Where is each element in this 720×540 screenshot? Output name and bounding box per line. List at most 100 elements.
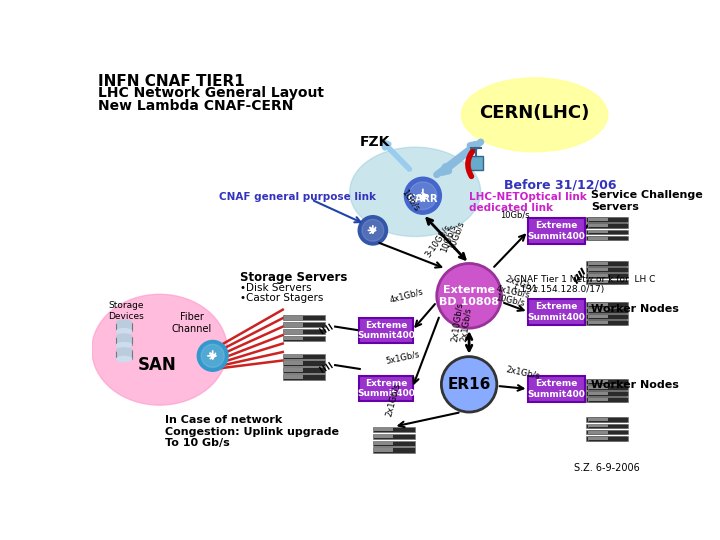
- Bar: [590, 418, 608, 421]
- Bar: [588, 218, 606, 221]
- Bar: [374, 434, 393, 438]
- Bar: [590, 437, 608, 440]
- Text: LHC Network General Layout: LHC Network General Layout: [98, 86, 324, 100]
- Bar: [586, 217, 626, 222]
- Bar: [586, 379, 626, 383]
- Bar: [283, 315, 325, 320]
- Bar: [586, 236, 626, 240]
- Bar: [373, 441, 415, 446]
- Bar: [590, 218, 608, 221]
- Bar: [588, 273, 629, 278]
- Bar: [586, 314, 626, 319]
- Bar: [588, 236, 629, 240]
- Text: 10Gb/s: 10Gb/s: [439, 222, 458, 253]
- Bar: [374, 428, 393, 431]
- Text: LHC-NETOptical link: LHC-NETOptical link: [469, 192, 587, 202]
- Bar: [586, 302, 626, 307]
- Text: 4x1Gb/s: 4x1Gb/s: [495, 284, 531, 299]
- Bar: [590, 380, 608, 383]
- Bar: [588, 320, 629, 325]
- Text: •Castor Stagers: •Castor Stagers: [240, 293, 324, 303]
- Text: dedicated link: dedicated link: [469, 204, 553, 213]
- Bar: [588, 230, 629, 234]
- Text: In Case of network
Congestion: Uplink upgrade
To 10 Gb/s: In Case of network Congestion: Uplink up…: [165, 415, 339, 448]
- Text: 10Gb/s: 10Gb/s: [495, 293, 526, 308]
- Bar: [284, 316, 303, 320]
- Circle shape: [359, 215, 387, 245]
- Text: FZK: FZK: [360, 135, 390, 149]
- Text: ER16: ER16: [447, 377, 491, 392]
- Bar: [588, 392, 606, 395]
- Bar: [586, 224, 626, 228]
- Bar: [283, 374, 325, 380]
- Text: 2x1Gb/s: 2x1Gb/s: [504, 274, 539, 294]
- Bar: [588, 303, 606, 306]
- Bar: [588, 321, 606, 325]
- Bar: [284, 361, 303, 365]
- Bar: [284, 330, 303, 334]
- Bar: [586, 397, 626, 402]
- Text: New Lambda CNAF-CERN: New Lambda CNAF-CERN: [98, 99, 293, 113]
- Text: Service Challenge
Servers: Service Challenge Servers: [590, 190, 703, 212]
- Bar: [586, 430, 626, 434]
- Bar: [590, 262, 608, 265]
- Bar: [590, 392, 608, 395]
- Bar: [586, 423, 626, 428]
- Bar: [590, 231, 608, 233]
- Bar: [590, 224, 608, 227]
- Bar: [283, 329, 325, 334]
- FancyBboxPatch shape: [359, 376, 413, 401]
- Bar: [373, 427, 415, 432]
- Bar: [586, 385, 626, 390]
- Bar: [590, 424, 608, 428]
- Text: CNAF Tier 1 Netw or k for  LH C
( 131.154.128.0/17): CNAF Tier 1 Netw or k for LH C ( 131.154…: [514, 274, 655, 294]
- Bar: [469, 156, 483, 170]
- Text: 2x10Gb/s: 2x10Gb/s: [450, 302, 464, 342]
- Text: SAN: SAN: [138, 356, 176, 374]
- Bar: [590, 274, 608, 278]
- Bar: [590, 386, 608, 389]
- Bar: [588, 386, 606, 389]
- Text: GARR: GARR: [408, 194, 438, 204]
- Bar: [117, 350, 132, 359]
- Text: Extreme
Summit400: Extreme Summit400: [357, 379, 415, 398]
- Text: Storage
Devices: Storage Devices: [109, 301, 144, 321]
- Bar: [588, 314, 629, 319]
- Bar: [117, 336, 132, 345]
- Circle shape: [201, 345, 224, 367]
- Bar: [588, 436, 629, 441]
- Bar: [588, 268, 606, 271]
- Ellipse shape: [92, 294, 228, 405]
- Text: 2x1Gb/s: 2x1Gb/s: [505, 365, 541, 381]
- Text: CERN(LHC): CERN(LHC): [480, 104, 590, 122]
- Text: 4x1Gb/s: 4x1Gb/s: [388, 286, 424, 304]
- Text: Extreme
Summit400: Extreme Summit400: [357, 321, 415, 340]
- Ellipse shape: [117, 320, 132, 326]
- Bar: [588, 267, 629, 272]
- Bar: [586, 280, 626, 284]
- Bar: [588, 398, 606, 401]
- Circle shape: [437, 264, 501, 328]
- Ellipse shape: [117, 334, 132, 339]
- Bar: [586, 261, 626, 266]
- Bar: [588, 308, 629, 313]
- Bar: [373, 448, 415, 453]
- Bar: [588, 217, 629, 222]
- Text: Fiber
Channel: Fiber Channel: [172, 312, 212, 334]
- Text: Extreme
Summit400: Extreme Summit400: [527, 221, 585, 241]
- Bar: [586, 320, 626, 325]
- Bar: [284, 354, 303, 358]
- Text: Extreme
Summit400: Extreme Summit400: [527, 379, 585, 399]
- Ellipse shape: [462, 78, 608, 152]
- Bar: [283, 336, 325, 341]
- Bar: [588, 418, 606, 421]
- Bar: [586, 267, 626, 272]
- Bar: [590, 268, 608, 271]
- Text: INFN CNAF TIER1: INFN CNAF TIER1: [98, 74, 245, 89]
- Bar: [588, 302, 629, 307]
- Text: 10Gb/s: 10Gb/s: [448, 219, 466, 250]
- Bar: [588, 237, 606, 240]
- Circle shape: [197, 340, 228, 372]
- FancyBboxPatch shape: [528, 376, 585, 402]
- Text: Before 31/12/06: Before 31/12/06: [504, 179, 616, 192]
